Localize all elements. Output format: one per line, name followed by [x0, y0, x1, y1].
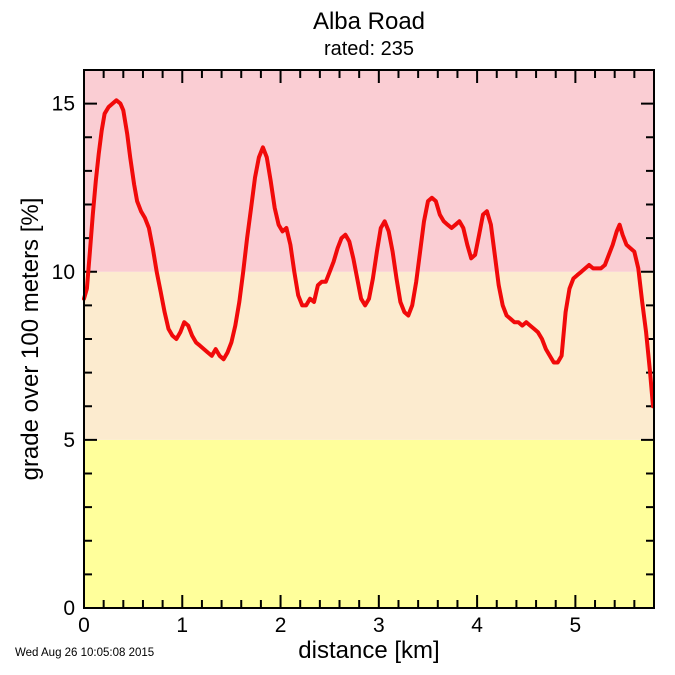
x-tick-label: 4 — [471, 614, 483, 637]
y-tick-label: 0 — [63, 597, 75, 620]
chart-title: Alba Road — [312, 8, 426, 35]
grade-profile-line — [82, 98, 655, 409]
x-axis-title: distance [km] — [298, 637, 440, 664]
x-tick-label: 5 — [570, 614, 582, 637]
timestamp: Wed Aug 26 10:05:08 2015 — [15, 647, 155, 659]
y-tick-label: 5 — [63, 429, 75, 452]
zone-band — [84, 439, 654, 608]
x-tick-label: 3 — [373, 614, 385, 637]
y-tick-label: 10 — [52, 261, 75, 284]
y-axis-title: grade over 100 meters [%] — [17, 197, 44, 481]
x-tick-label: 2 — [275, 614, 287, 637]
plot-frame — [83, 69, 655, 609]
y-tick-label: 15 — [52, 93, 75, 116]
x-tick-label: 0 — [78, 614, 90, 637]
x-tick-label: 1 — [176, 614, 188, 637]
chart-subtitle: rated: 235 — [323, 38, 415, 60]
zone-band — [84, 70, 654, 272]
